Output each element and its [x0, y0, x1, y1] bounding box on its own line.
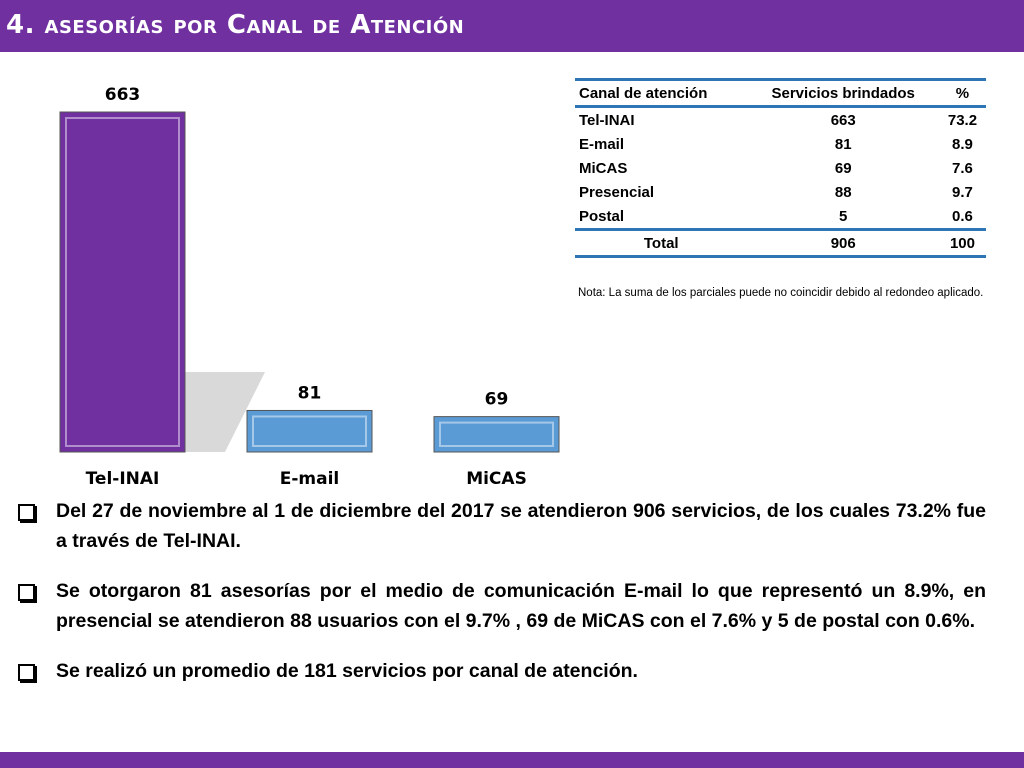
- bottom-bar: [0, 752, 1024, 768]
- table-cell: 8.9: [952, 135, 973, 153]
- bullet-item: Del 27 de noviembre al 1 de diciembre de…: [18, 496, 986, 556]
- checkbox-bullet-icon: [18, 504, 35, 521]
- bar-shadow: [185, 372, 265, 452]
- table-total-cell: 100: [949, 234, 975, 252]
- table-cell: 7.6: [952, 159, 973, 177]
- table-cell: 9.7: [952, 183, 973, 201]
- table-row: MiCAS 69 7.6: [575, 156, 986, 180]
- data-label: 81: [298, 383, 322, 403]
- table-header-row: Canal de atención Servicios brindados %: [575, 79, 986, 107]
- table-cell: 73.2: [947, 111, 978, 129]
- bullet-text: Del 27 de noviembre al 1 de diciembre de…: [56, 500, 986, 552]
- category-label: MiCAS: [466, 469, 527, 489]
- table-cell: 69: [834, 159, 852, 177]
- bullet-list: Del 27 de noviembre al 1 de diciembre de…: [18, 496, 986, 706]
- slide-title: 4. asesorías por Canal de Atención: [6, 10, 465, 40]
- table-header-cell: %: [955, 84, 970, 102]
- table-cell: Tel-INAI: [579, 111, 635, 129]
- table-cell: Presencial: [579, 183, 655, 201]
- table-row: Postal 5 0.6: [575, 204, 986, 230]
- checkbox-bullet-icon: [18, 664, 35, 681]
- table-cell: Postal: [579, 207, 625, 225]
- table-total-cell: Total: [643, 234, 679, 252]
- data-label: 663: [105, 85, 141, 105]
- bullet-text: Se otorgaron 81 asesorías por el medio d…: [56, 580, 986, 632]
- table-cell: 88: [834, 183, 852, 201]
- bullet-item: Se otorgaron 81 asesorías por el medio d…: [18, 576, 986, 636]
- table-cell: 81: [834, 135, 852, 153]
- bar-bevel: [65, 117, 180, 447]
- bar: [246, 409, 373, 453]
- bar: [59, 111, 186, 453]
- bullet-item: Se realizó un promedio de 181 servicios …: [18, 656, 986, 686]
- bullet-text: Se realizó un promedio de 181 servicios …: [56, 660, 638, 682]
- data-label: 69: [485, 390, 509, 410]
- bar: [433, 416, 560, 453]
- table-total-row: Total 906 100: [575, 229, 986, 257]
- data-table: Canal de atención Servicios brindados % …: [575, 78, 986, 258]
- bar-bevel: [439, 421, 554, 448]
- table-cell: 5: [839, 207, 848, 225]
- bar-chart: 663Tel-INAI81E-mail69MiCAS88Presencial5P…: [59, 85, 560, 489]
- bar-group: 81 E-mail: [246, 383, 373, 489]
- table-row: E-mail 81 8.9: [575, 132, 986, 156]
- table-header-cell: Servicios brindados: [771, 84, 915, 102]
- checkbox-bullet-icon: [18, 584, 35, 601]
- table-row: Tel-INAI 663 73.2: [575, 107, 986, 133]
- table-note: Nota: La suma de los parciales puede no …: [578, 287, 984, 299]
- table-cell: 663: [830, 111, 856, 129]
- bar-group: 663 Tel-INAI: [59, 85, 186, 489]
- bar-bevel: [252, 415, 367, 448]
- category-label: E-mail: [280, 469, 340, 489]
- bar-group: 69 MiCAS: [433, 390, 560, 489]
- title-bar: 4. asesorías por Canal de Atención: [0, 0, 1024, 52]
- table-cell: MiCAS: [579, 159, 628, 177]
- table-cell: E-mail: [579, 135, 625, 153]
- table-row: Presencial 88 9.7: [575, 180, 986, 204]
- table-cell: 0.6: [952, 207, 973, 225]
- table-total-cell: 906: [830, 234, 856, 252]
- category-label: Tel-INAI: [86, 469, 160, 489]
- table-header-cell: Canal de atención: [579, 84, 708, 102]
